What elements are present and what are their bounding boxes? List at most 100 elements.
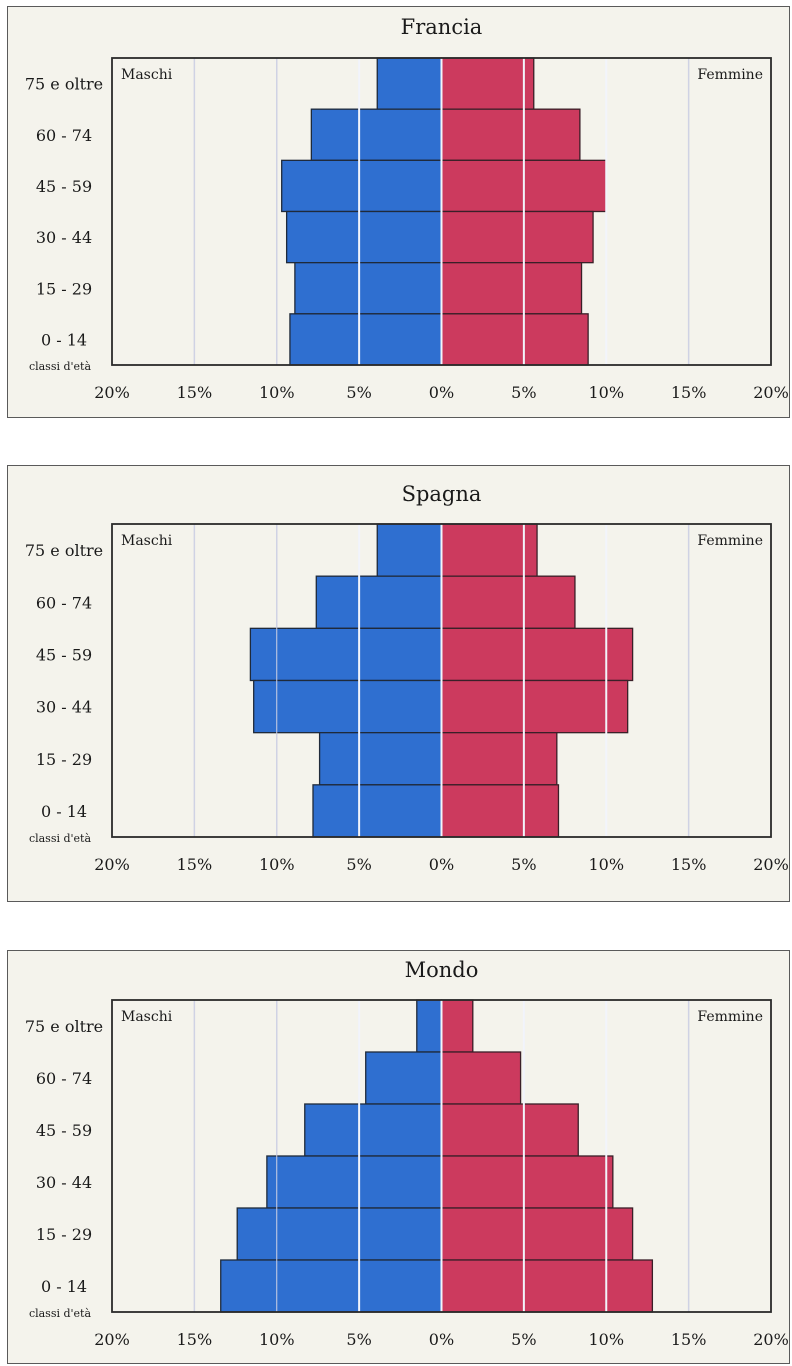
- bar-femmine-60-74: [440, 1051, 522, 1105]
- category-label-45-59: 45 - 59: [36, 645, 92, 664]
- bar-maschi-15-29: [294, 262, 443, 315]
- x-tick-label: 5%: [346, 383, 371, 402]
- x-tick-label: 10%: [588, 383, 624, 402]
- bar-femmine-75-e-oltre: [440, 57, 535, 110]
- bar-maschi-60-74: [365, 1051, 443, 1105]
- category-label-45-59: 45 - 59: [36, 1121, 92, 1140]
- chart-title: Francia: [401, 15, 483, 39]
- legend-maschi: Maschi: [121, 1009, 173, 1025]
- corner-label: classi d'età: [29, 360, 92, 373]
- x-tick-label: 20%: [94, 1330, 130, 1349]
- legend-femmine: Femmine: [697, 1009, 763, 1025]
- bar-maschi-75-e-oltre: [416, 999, 443, 1053]
- x-tick-label: 5%: [511, 383, 536, 402]
- category-label-75-e-oltre: 75 e oltre: [25, 75, 103, 94]
- x-tick-label: 5%: [346, 1330, 371, 1349]
- legend-femmine: Femmine: [697, 67, 763, 83]
- bar-maschi-0-14: [289, 313, 443, 366]
- x-tick-label: 15%: [671, 1330, 707, 1349]
- x-tick-label: 20%: [94, 383, 130, 402]
- bar-femmine-0-14: [440, 784, 560, 838]
- x-tick-label: 20%: [753, 383, 789, 402]
- x-tick-label: 0%: [429, 1330, 454, 1349]
- x-tick-label: 10%: [588, 855, 624, 874]
- category-label-60-74: 60 - 74: [36, 126, 92, 145]
- category-label-30-44: 30 - 44: [36, 1173, 92, 1192]
- bar-femmine-30-44: [440, 679, 629, 734]
- plot-frame: [111, 523, 772, 838]
- legend-femmine: Femmine: [697, 533, 763, 549]
- category-label-60-74: 60 - 74: [36, 593, 92, 612]
- category-label-30-44: 30 - 44: [36, 228, 92, 247]
- x-tick-label: 15%: [671, 855, 707, 874]
- x-tick-label: 20%: [753, 855, 789, 874]
- category-label-15-29: 15 - 29: [36, 1225, 92, 1244]
- bar-maschi-0-14: [220, 1259, 443, 1313]
- x-tick-label: 10%: [259, 1330, 295, 1349]
- bar-maschi-75-e-oltre: [376, 57, 443, 110]
- bar-maschi-45-59: [249, 627, 443, 682]
- category-label-60-74: 60 - 74: [36, 1069, 92, 1088]
- bar-femmine-15-29: [440, 732, 558, 786]
- bar-maschi-30-44: [285, 210, 443, 264]
- chart-panel-francia: Francia 75 e oltre 60 - 74 45 - 59 30 - 44 15…: [7, 6, 790, 418]
- x-tick-label: 15%: [177, 1330, 213, 1349]
- bar-maschi-15-29: [318, 732, 443, 786]
- bar-maschi-30-44: [266, 1155, 443, 1209]
- chart-panel-spagna: Spagna 75 e oltre 60 - 74 45 - 59 30 - 44 15 …: [7, 465, 790, 902]
- bar-maschi-45-59: [304, 1103, 443, 1157]
- legend-maschi: Maschi: [121, 67, 173, 83]
- bar-maschi-0-14: [312, 784, 443, 838]
- category-label-75-e-oltre: 75 e oltre: [25, 541, 103, 560]
- x-tick-label: 5%: [346, 855, 371, 874]
- x-tick-label: 10%: [259, 383, 295, 402]
- category-label-75-e-oltre: 75 e oltre: [25, 1017, 103, 1036]
- x-tick-label: 15%: [671, 383, 707, 402]
- pyramid-chart-spagna: Spagna 75 e oltre 60 - 74 45 - 59 30 - 44 15 …: [25, 482, 789, 874]
- legend-maschi: Maschi: [121, 533, 173, 549]
- category-label-0-14: 0 - 14: [41, 802, 87, 821]
- plot-frame: [111, 999, 772, 1313]
- category-label-15-29: 15 - 29: [36, 750, 92, 769]
- bar-femmine-75-e-oltre: [440, 999, 474, 1053]
- bar-femmine-45-59: [440, 627, 634, 682]
- bar-maschi-15-29: [236, 1207, 443, 1261]
- category-label-30-44: 30 - 44: [36, 698, 92, 717]
- bar-femmine-75-e-oltre: [440, 523, 538, 577]
- bar-femmine-0-14: [440, 313, 589, 366]
- category-label-15-29: 15 - 29: [36, 279, 92, 298]
- category-label-45-59: 45 - 59: [36, 177, 92, 196]
- bar-femmine-60-74: [440, 575, 576, 629]
- pyramid-chart-mondo: Mondo 75 e oltre 60 - 74 45 - 59 30 - 44 15 -…: [25, 958, 789, 1349]
- x-tick-label: 20%: [94, 855, 130, 874]
- x-tick-label: 10%: [588, 1330, 624, 1349]
- pyramid-chart-francia: Francia 75 e oltre 60 - 74 45 - 59 30 - 44 15…: [25, 15, 789, 402]
- x-tick-label: 15%: [177, 855, 213, 874]
- plot-frame: [111, 57, 772, 366]
- chart-title: Spagna: [402, 482, 482, 506]
- corner-label: classi d'età: [29, 1307, 92, 1320]
- x-tick-label: 5%: [511, 855, 536, 874]
- bar-maschi-60-74: [315, 575, 443, 629]
- bar-maschi-30-44: [253, 679, 443, 734]
- bar-maschi-75-e-oltre: [376, 523, 443, 577]
- bar-femmine-15-29: [440, 1207, 634, 1261]
- bar-femmine-30-44: [440, 210, 594, 264]
- x-tick-label: 10%: [259, 855, 295, 874]
- chart-title: Mondo: [405, 958, 479, 982]
- x-tick-label: 0%: [429, 855, 454, 874]
- bar-femmine-45-59: [440, 1103, 579, 1157]
- bar-femmine-60-74: [440, 108, 581, 161]
- x-tick-label: 20%: [753, 1330, 789, 1349]
- category-label-0-14: 0 - 14: [41, 330, 87, 349]
- x-tick-label: 5%: [511, 1330, 536, 1349]
- bar-femmine-15-29: [440, 262, 583, 315]
- x-tick-label: 0%: [429, 383, 454, 402]
- corner-label: classi d'età: [29, 832, 92, 845]
- bar-maschi-45-59: [281, 159, 443, 213]
- bar-femmine-30-44: [440, 1155, 614, 1209]
- chart-panel-mondo: Mondo 75 e oltre 60 - 74 45 - 59 30 - 44 15 -…: [7, 950, 790, 1364]
- category-label-0-14: 0 - 14: [41, 1277, 87, 1296]
- bar-maschi-60-74: [310, 108, 443, 161]
- bar-femmine-0-14: [440, 1259, 654, 1313]
